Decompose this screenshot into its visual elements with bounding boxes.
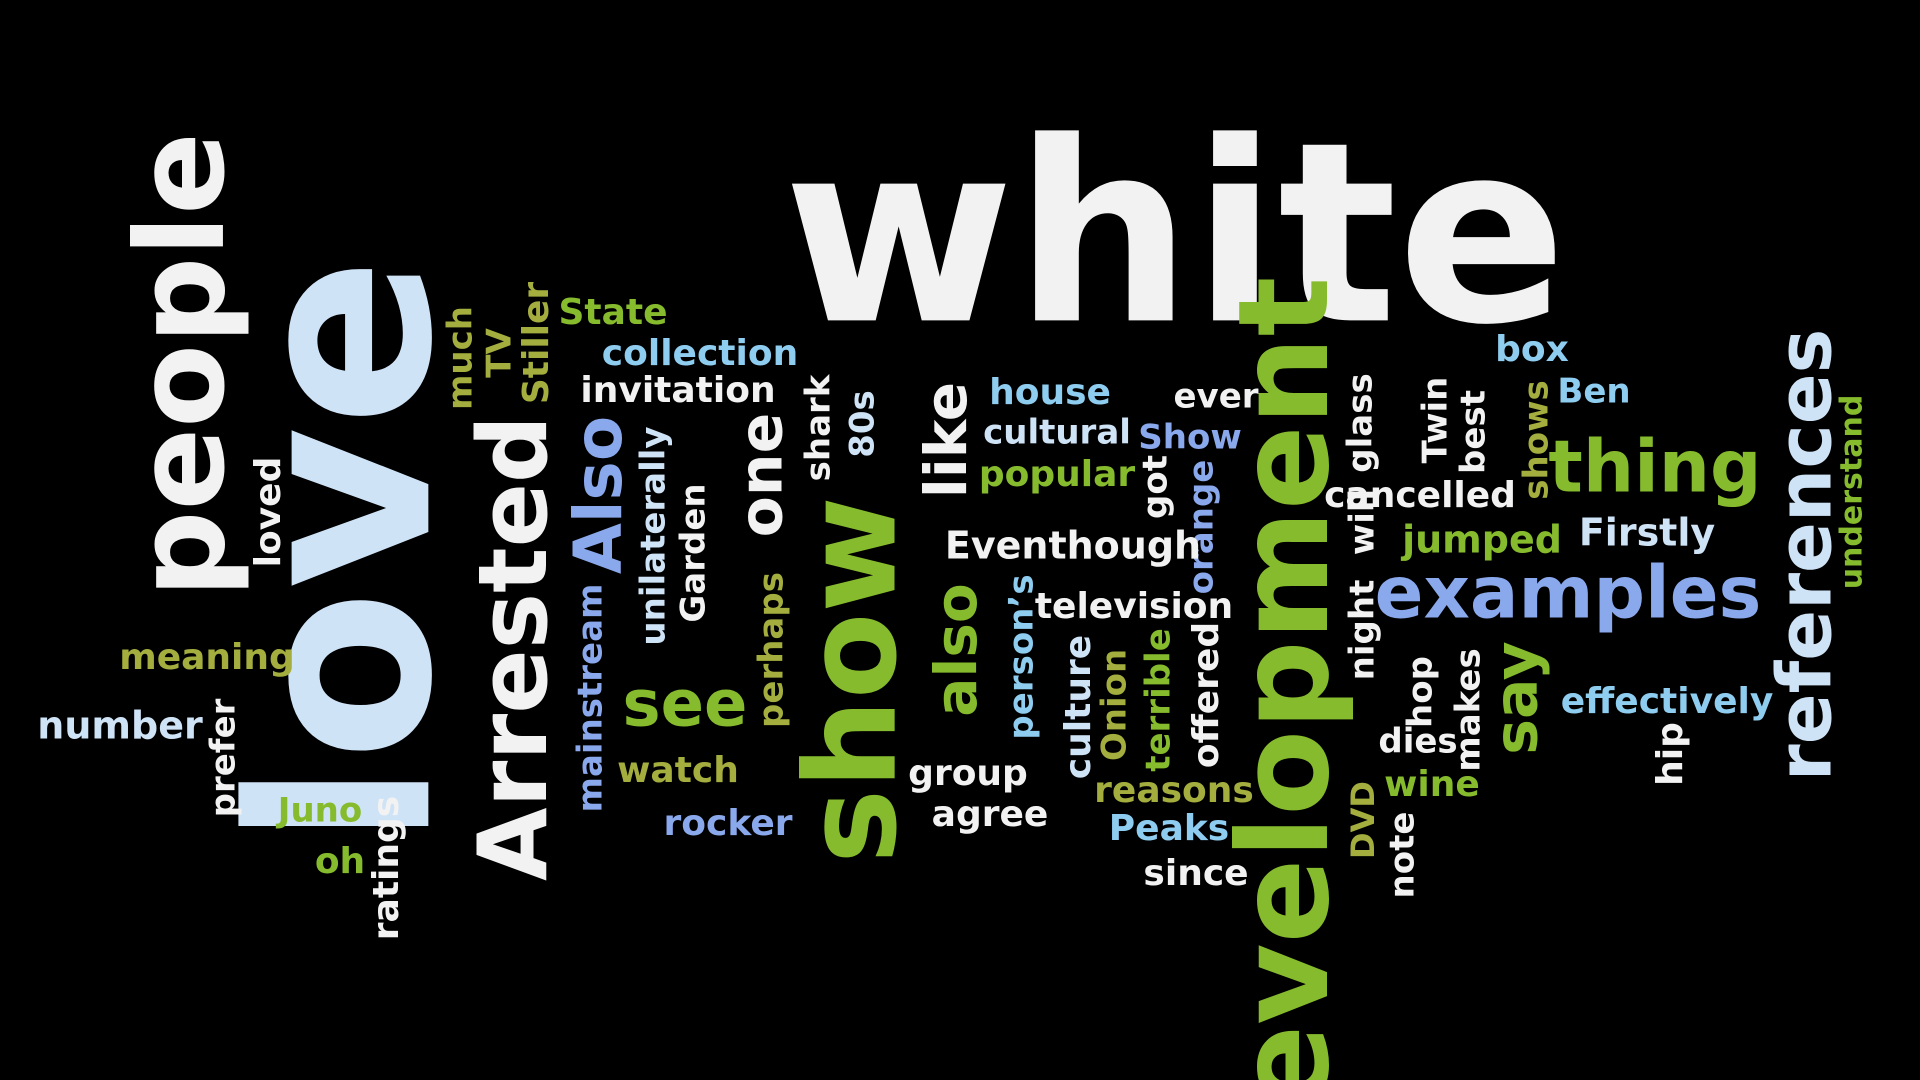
word-orange: orange (1182, 460, 1222, 595)
word-peaks: Peaks (1109, 808, 1229, 849)
word-examples: examples (1375, 551, 1762, 635)
word-tv: TV (480, 328, 520, 378)
word-arrested: Arrested (459, 415, 569, 881)
word-effectively: effectively (1561, 681, 1774, 722)
word-80s: 80s (843, 390, 883, 458)
word-eventhough: Eventhough (945, 524, 1201, 568)
word-popular: popular (979, 454, 1136, 495)
word-oh: oh (315, 841, 365, 882)
word-show-lower: show (778, 496, 925, 864)
word-makes: makes (1449, 648, 1489, 771)
word-development: Development (1212, 277, 1357, 1080)
word-watch: watch (617, 750, 739, 791)
word-ben: Ben (1557, 372, 1630, 412)
word-hip: hip (1650, 722, 1691, 786)
word-offered: offered (1186, 622, 1227, 768)
word-state: State (558, 292, 667, 333)
word-thing: thing (1548, 425, 1761, 509)
word-shows: shows (1517, 380, 1557, 499)
word-television: television (1035, 586, 1233, 627)
word-onion: Onion (1095, 649, 1135, 761)
word-juno: Juno (276, 791, 362, 831)
word-like: like (912, 382, 980, 498)
word-ratings: ratings (366, 796, 407, 940)
word-since: since (1143, 853, 1248, 894)
word-glass: glass (1341, 373, 1381, 472)
word-best: best (1454, 390, 1494, 474)
word-cultural: cultural (983, 413, 1131, 453)
word-twin: Twin (1416, 377, 1456, 464)
word-dies: dies (1378, 722, 1457, 762)
word-say: say (1482, 641, 1552, 754)
word-got: got (1136, 455, 1176, 519)
word-perhaps: perhaps (752, 572, 792, 728)
word-firstly: Firstly (1579, 511, 1716, 555)
word-persons: person’s (1002, 574, 1042, 739)
word-will: will (1343, 489, 1383, 555)
word-stiller: Stiller (516, 282, 557, 405)
word-hop: hop (1401, 656, 1441, 728)
word-invitation: invitation (580, 370, 775, 411)
word-dvd: DVD (1344, 781, 1382, 859)
word-mainstream: mainstream (571, 584, 611, 813)
word-rocker: rocker (664, 803, 793, 844)
word-box: box (1495, 329, 1569, 370)
word-group: group (908, 753, 1028, 794)
word-night: night (1343, 580, 1383, 681)
word-note: note (1383, 812, 1423, 899)
word-much: much (441, 306, 481, 410)
word-wine: wine (1384, 764, 1480, 805)
word-garden: Garden (674, 483, 714, 622)
word-show-cap: Show (1138, 418, 1241, 458)
word-see: see (623, 668, 748, 742)
word-cancelled: cancelled (1324, 475, 1516, 516)
word-meaning: meaning (119, 637, 295, 678)
word-terrible: terrible (1139, 628, 1179, 772)
word-also: also (922, 583, 990, 716)
word-ever: ever (1173, 377, 1258, 417)
word-loved: loved (248, 457, 289, 568)
word-also-cap: Also (560, 416, 637, 574)
word-culture: culture (1058, 635, 1099, 779)
word-references: references (1761, 329, 1849, 782)
word-number: number (37, 704, 203, 748)
word-love: love (196, 257, 487, 847)
word-one: one (727, 413, 797, 538)
word-house: house (989, 372, 1111, 413)
word-reasons: reasons (1094, 770, 1254, 811)
word-agree: agree (932, 794, 1049, 835)
word-unilaterally: unilaterally (634, 426, 674, 645)
word-collection: collection (602, 333, 798, 374)
word-understand: understand (1835, 395, 1870, 590)
word-jumped: jumped (1400, 518, 1562, 562)
word-shark: shark (799, 373, 839, 481)
word-white: white (783, 88, 1567, 379)
word-prefer: prefer (204, 698, 244, 817)
word-people: people (110, 132, 252, 598)
